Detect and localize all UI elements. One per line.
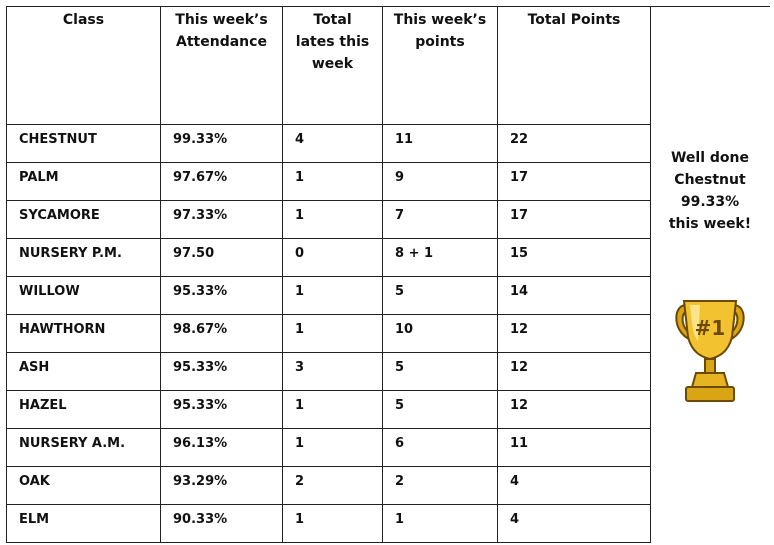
- table-cell: 1: [283, 391, 383, 429]
- class-name: OAK: [7, 467, 161, 505]
- table-cell: 0: [283, 239, 383, 277]
- table-cell: 1: [383, 505, 498, 543]
- class-name: NURSERY P.M.: [7, 239, 161, 277]
- table-cell: 96.13%: [161, 429, 283, 467]
- table-cell: 4: [283, 125, 383, 163]
- note-line: Chestnut: [650, 169, 770, 191]
- class-name: ASH: [7, 353, 161, 391]
- table-cell: 1: [283, 315, 383, 353]
- table-cell: 4: [498, 505, 651, 543]
- table-cell: 3: [283, 353, 383, 391]
- class-name: WILLOW: [7, 277, 161, 315]
- table-cell: 5: [383, 353, 498, 391]
- table-cell: 95.33%: [161, 391, 283, 429]
- note-line: 99.33%: [650, 191, 770, 213]
- table-cell: 12: [498, 391, 651, 429]
- table-cell: 4: [498, 467, 651, 505]
- trophy-icon: #1: [672, 297, 748, 407]
- note-line: this week!: [650, 213, 770, 235]
- table-cell: 7: [383, 201, 498, 239]
- table-cell: 97.50: [161, 239, 283, 277]
- trophy-badge: #1: [695, 316, 726, 340]
- header-cell: Total Points: [498, 7, 651, 125]
- table-cell: 10: [383, 315, 498, 353]
- table-cell: 97.33%: [161, 201, 283, 239]
- table-cell: 12: [498, 353, 651, 391]
- table-cell: 5: [383, 277, 498, 315]
- table-cell: 2: [283, 467, 383, 505]
- class-name: HAZEL: [7, 391, 161, 429]
- table-cell: 97.67%: [161, 163, 283, 201]
- table-cell: 1: [283, 163, 383, 201]
- header-cell: Class: [7, 7, 161, 125]
- table-cell: 17: [498, 163, 651, 201]
- table-cell: 98.67%: [161, 315, 283, 353]
- table-cell: 95.33%: [161, 277, 283, 315]
- class-name: HAWTHORN: [7, 315, 161, 353]
- table-cell: 95.33%: [161, 353, 283, 391]
- header-cell: This week’s points: [383, 7, 498, 125]
- table-cell: 99.33%: [161, 125, 283, 163]
- table-cell: 11: [383, 125, 498, 163]
- table-cell: 1: [283, 429, 383, 467]
- table-cell: 9: [383, 163, 498, 201]
- class-name: ELM: [7, 505, 161, 543]
- class-name: SYCAMORE: [7, 201, 161, 239]
- table-cell: 11: [498, 429, 651, 467]
- header-cell: Total lates this week: [283, 7, 383, 125]
- table-cell: 6: [383, 429, 498, 467]
- header-cell: This week’s Attendance: [161, 7, 283, 125]
- table-cell: 5: [383, 391, 498, 429]
- table-cell: 93.29%: [161, 467, 283, 505]
- page: ClassThis week’s AttendanceTotal lates t…: [0, 0, 774, 545]
- table-cell: 14: [498, 277, 651, 315]
- class-name: CHESTNUT: [7, 125, 161, 163]
- table-cell: 15: [498, 239, 651, 277]
- table-cell: 17: [498, 201, 651, 239]
- table-cell: 1: [283, 277, 383, 315]
- table-cell: 22: [498, 125, 651, 163]
- table-cell: 1: [283, 505, 383, 543]
- table-cell: 2: [383, 467, 498, 505]
- table-cell: 12: [498, 315, 651, 353]
- table-cell: 8 + 1: [383, 239, 498, 277]
- class-name: PALM: [7, 163, 161, 201]
- table-cell: 1: [283, 201, 383, 239]
- note-line: Well done: [650, 147, 770, 169]
- class-name: NURSERY A.M.: [7, 429, 161, 467]
- table-cell: 90.33%: [161, 505, 283, 543]
